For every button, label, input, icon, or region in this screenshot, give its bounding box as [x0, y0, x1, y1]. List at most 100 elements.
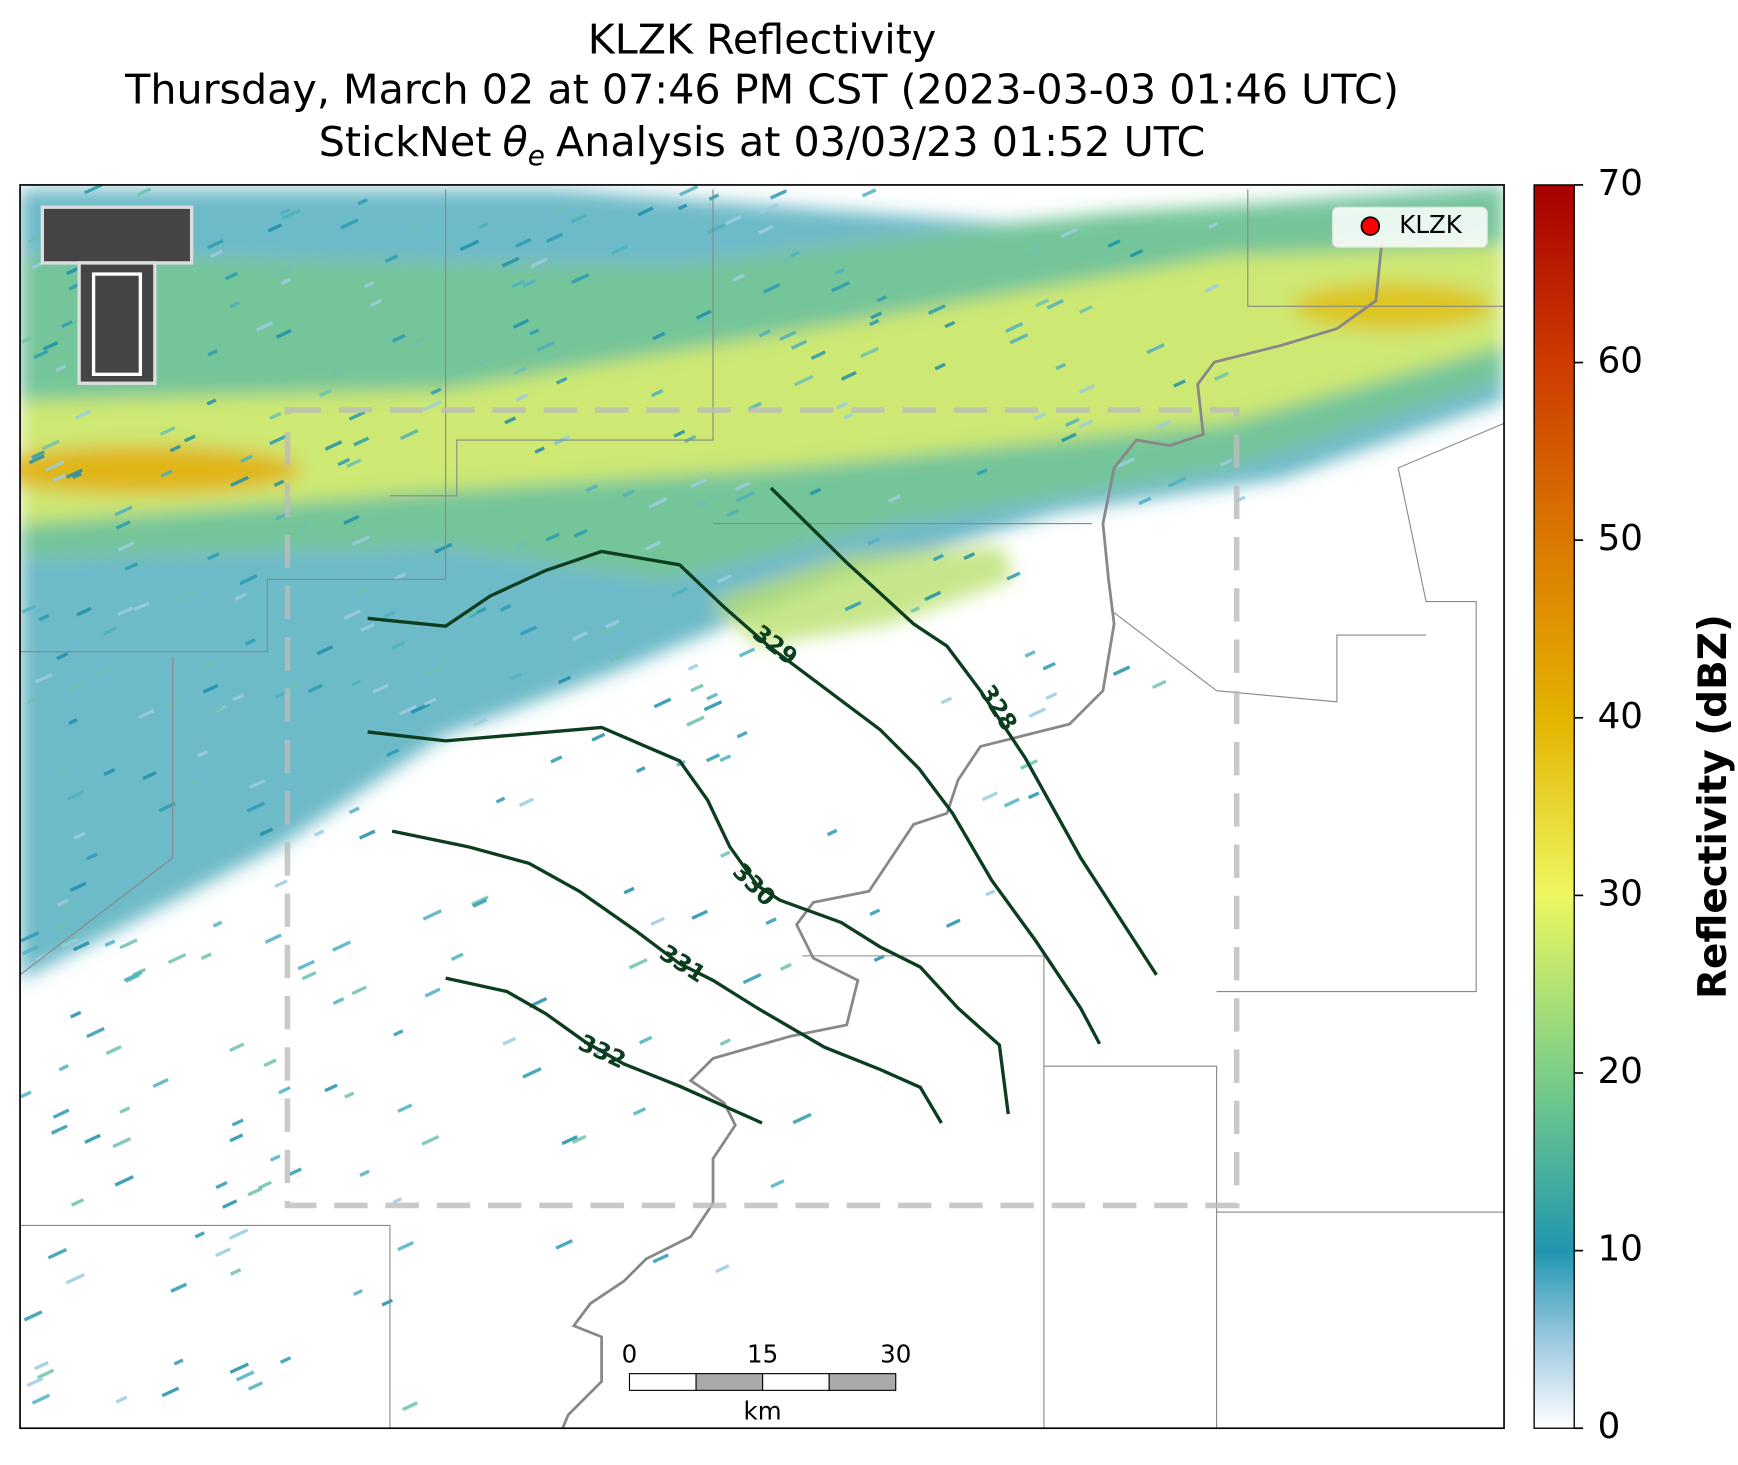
echo-pixel: [160, 469, 173, 478]
echo-pixel: [397, 1240, 414, 1252]
echo-pixel: [115, 520, 131, 530]
colorbar-tick-label: 0: [1598, 1406, 1621, 1447]
map-frame: [19, 184, 1505, 1430]
echo-pixel: [888, 494, 902, 503]
echo-pixel: [758, 329, 772, 338]
colorbar-tick-label: 40: [1598, 696, 1643, 737]
echo-pixel: [719, 1038, 731, 1046]
echo-pixel: [391, 640, 406, 650]
echo-pixel: [273, 479, 285, 487]
echo-pixel: [690, 477, 708, 489]
echo-pixel: [351, 985, 367, 996]
echo-pixel: [867, 537, 881, 546]
echo-pixel: [158, 801, 176, 813]
county-line: [20, 189, 447, 653]
echo-pixel: [105, 1045, 122, 1056]
county-line: [1113, 612, 1427, 703]
echo-pixel: [985, 889, 996, 897]
echo-pixel: [136, 187, 152, 197]
echo-pixel: [281, 208, 301, 221]
echo-pixel: [423, 400, 442, 412]
echo-pixel: [117, 541, 135, 552]
echo-pixel: [705, 753, 721, 763]
echo-pixel: [360, 622, 375, 632]
colorbar-tick-label: 30: [1598, 873, 1643, 914]
echo-pixel: [70, 1198, 85, 1207]
echo-pixel: [571, 273, 590, 284]
echo-pixel: [297, 959, 315, 971]
echo-pixel: [299, 523, 309, 531]
echo-pixel: [264, 933, 282, 944]
echo-pixel: [229, 1042, 245, 1053]
scale-segment: [695, 1373, 764, 1391]
echo-pixel: [124, 562, 139, 571]
echo-pixel: [981, 791, 999, 802]
echo-pixel: [1042, 661, 1056, 671]
echo-pixel: [332, 997, 345, 1005]
echo-pixel: [364, 280, 375, 289]
logo: [40, 205, 194, 385]
scale-unit: km: [744, 1396, 782, 1425]
echo-pixel: [56, 652, 69, 661]
echo-pixel: [963, 552, 976, 560]
echo-pixel: [870, 311, 882, 320]
legend-label: KLZK: [1399, 210, 1463, 239]
contour-line: [445, 976, 763, 1125]
echo-pixel: [68, 718, 78, 725]
colorbar-tick-label: 20: [1598, 1051, 1643, 1092]
echo-pixel: [609, 653, 625, 663]
echo-pixel: [779, 330, 797, 341]
contour-line: [391, 829, 943, 1124]
echo-pixel: [173, 1358, 184, 1366]
echo-pixel: [28, 454, 45, 465]
echo-pixel: [869, 908, 881, 916]
echo-pixel: [224, 271, 239, 281]
echo-pixel: [21, 604, 37, 614]
echo-pixel: [623, 886, 635, 895]
echo-pixel: [1208, 221, 1219, 229]
echo-pixel: [65, 266, 80, 276]
echo-pixel: [31, 450, 46, 460]
scale-tick-label: 0: [622, 1340, 638, 1369]
echo-pixel: [861, 188, 877, 198]
echo-pixel: [557, 675, 572, 685]
echo-pixel: [357, 198, 368, 206]
echo-pixel: [1078, 419, 1094, 429]
echo-pixel: [472, 898, 488, 908]
echo-pixel: [1060, 227, 1079, 239]
echo-pixel: [726, 508, 740, 517]
echo-pixel: [229, 1268, 242, 1276]
echo-pixel: [222, 1199, 238, 1209]
echo-pixel: [650, 916, 665, 927]
echo-pixel: [393, 572, 407, 581]
echo-pixel: [55, 364, 67, 372]
echo-pixel: [229, 300, 241, 309]
echo-pixel: [1214, 371, 1229, 381]
echo-pixel: [495, 796, 506, 804]
echo-pixel: [571, 1134, 587, 1144]
echo-pixel: [679, 184, 699, 197]
echo-pixel: [393, 1029, 404, 1037]
echo-pixel: [288, 1167, 302, 1176]
echo-pixel: [1078, 384, 1096, 394]
echo-pixel: [1146, 343, 1165, 355]
echo-pixel: [869, 318, 880, 327]
echo-pixel: [63, 901, 78, 911]
echo-pixel: [52, 1108, 70, 1119]
echo-pixel: [515, 540, 530, 550]
echo-pixel: [1028, 707, 1047, 718]
echo-pixel: [138, 709, 155, 719]
title-line: KLZK Reflectivity: [588, 15, 937, 63]
echo-pixel: [515, 237, 532, 248]
echo-pixel: [738, 647, 756, 658]
echo-pixel: [344, 1091, 355, 1099]
echo-pixel: [1079, 305, 1093, 314]
echo-pixel: [648, 497, 668, 509]
echo-pixel: [351, 679, 362, 687]
echo-pixel: [280, 277, 292, 285]
echo-pixel: [571, 631, 589, 642]
echo-pixel: [386, 748, 400, 758]
echo-pixel: [232, 693, 245, 702]
echo-pixel: [399, 704, 417, 716]
colorbar-tick-label: 70: [1598, 163, 1643, 204]
